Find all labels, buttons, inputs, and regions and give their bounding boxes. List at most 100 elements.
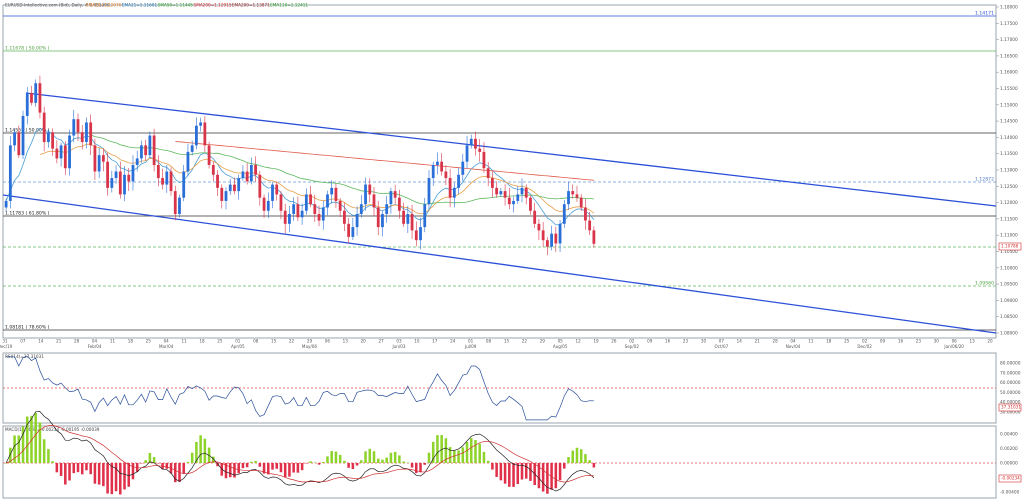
candle bbox=[178, 194, 181, 218]
x-tick-day-42: 21 bbox=[755, 339, 761, 344]
macd-bar bbox=[275, 463, 279, 469]
macd-bar bbox=[216, 463, 219, 467]
channel-lower-line bbox=[2, 194, 997, 334]
macd-bar bbox=[119, 463, 122, 495]
x-tick-month-8: Sep/02 bbox=[625, 344, 640, 349]
candle bbox=[550, 225, 553, 251]
macd-bar bbox=[144, 460, 147, 463]
macd-bar bbox=[68, 463, 71, 481]
macd-bar bbox=[25, 416, 29, 463]
candle bbox=[114, 165, 118, 184]
macd-bar bbox=[436, 435, 439, 463]
x-tick-day-30: 29 bbox=[540, 339, 546, 344]
macd-panel bbox=[2, 425, 997, 499]
macd-bar bbox=[338, 454, 342, 463]
macd-bar bbox=[355, 463, 359, 466]
macd-bar bbox=[372, 451, 376, 463]
x-tick-day-12: 25 bbox=[217, 339, 223, 344]
candle bbox=[410, 204, 414, 239]
rsi-tick-1: 70.00000 bbox=[1000, 370, 1021, 376]
macd-bar bbox=[478, 443, 481, 463]
macd-bar bbox=[546, 463, 549, 494]
macd-bar bbox=[537, 463, 541, 489]
macd-bar bbox=[258, 463, 262, 467]
macd-bar bbox=[541, 463, 545, 492]
price-tick-18: 1.09000 bbox=[1000, 298, 1018, 304]
price-tick-4: 1.16000 bbox=[1000, 70, 1018, 76]
macd-bar bbox=[59, 463, 63, 476]
x-tick-month-6: Jul/09 bbox=[464, 344, 477, 349]
candle bbox=[34, 79, 38, 107]
candle bbox=[317, 205, 321, 227]
candle bbox=[436, 152, 439, 175]
candle bbox=[161, 168, 164, 190]
x-tick-day-22: 03 bbox=[396, 339, 402, 344]
level-label-5: 1.12872 bbox=[975, 177, 994, 183]
macd-bar bbox=[465, 441, 469, 463]
candle bbox=[152, 128, 156, 172]
candle bbox=[97, 147, 101, 179]
x-tick-day-1: 07 bbox=[20, 339, 26, 344]
macd-bar bbox=[579, 449, 583, 463]
candle bbox=[347, 218, 351, 244]
x-tick-day-17: 29 bbox=[307, 339, 313, 344]
candle bbox=[588, 212, 592, 235]
x-tick-day-49: 09 bbox=[880, 339, 886, 344]
x-tick-day-24: 17 bbox=[432, 339, 438, 344]
macd-bar bbox=[173, 463, 177, 483]
x-tick-day-19: 13 bbox=[343, 339, 349, 344]
x-tick-month-1: Feb/04 bbox=[88, 344, 102, 349]
x-tick-day-34: 26 bbox=[611, 339, 617, 344]
macd-bar bbox=[448, 447, 452, 463]
macd-tick-0: 0.00400 bbox=[1000, 432, 1018, 438]
x-tick-day-15: 15 bbox=[271, 339, 277, 344]
macd-bar bbox=[127, 463, 131, 487]
level-label-0: 1.14171 bbox=[975, 11, 994, 17]
candle bbox=[457, 168, 460, 195]
macd-bar bbox=[38, 422, 42, 463]
candle bbox=[545, 237, 549, 256]
rsi-tick-2: 60.00000 bbox=[1000, 380, 1021, 386]
x-tick-month-2: Mar/04 bbox=[159, 344, 174, 349]
x-tick-day-27: 08 bbox=[486, 339, 492, 344]
x-tick-month-10: Nov/04 bbox=[786, 344, 801, 349]
macd-bar bbox=[512, 463, 515, 487]
candle bbox=[503, 184, 507, 206]
macd-bar bbox=[241, 463, 245, 469]
price-tick-10: 1.13000 bbox=[1000, 168, 1018, 174]
candle bbox=[558, 219, 562, 252]
candle bbox=[55, 140, 59, 164]
candle bbox=[533, 202, 537, 229]
x-tick-day-36: 09 bbox=[647, 339, 653, 344]
candle bbox=[127, 167, 131, 191]
x-tick-day-21: 27 bbox=[378, 339, 384, 344]
macd-bar bbox=[102, 463, 105, 487]
candle bbox=[17, 125, 21, 158]
x-tick-day-47: 25 bbox=[844, 339, 850, 344]
candle bbox=[309, 185, 312, 208]
channel-upper-line bbox=[25, 92, 997, 207]
x-tick-month-0: Dec/19 bbox=[0, 344, 13, 349]
macd-bar bbox=[317, 463, 321, 465]
macd-bar bbox=[224, 463, 228, 479]
ma-line-ema21 bbox=[39, 143, 595, 215]
candle bbox=[258, 170, 262, 206]
macd-bar bbox=[326, 456, 329, 463]
macd-bar bbox=[516, 463, 520, 485]
macd-bar bbox=[279, 463, 283, 473]
candle bbox=[402, 202, 405, 227]
price-tick-9: 1.13500 bbox=[1000, 151, 1018, 157]
x-tick-day-9: 04 bbox=[164, 339, 170, 344]
candle bbox=[123, 166, 126, 202]
candle bbox=[313, 194, 317, 222]
macd-signal-line bbox=[5, 425, 594, 483]
candle bbox=[368, 178, 372, 203]
candle bbox=[275, 181, 279, 201]
x-tick-day-48: 02 bbox=[862, 339, 868, 344]
candle bbox=[343, 202, 346, 232]
macd-bar bbox=[524, 463, 528, 479]
candle bbox=[334, 183, 338, 209]
candle bbox=[271, 181, 274, 209]
candle bbox=[300, 203, 304, 225]
candle bbox=[156, 155, 160, 187]
